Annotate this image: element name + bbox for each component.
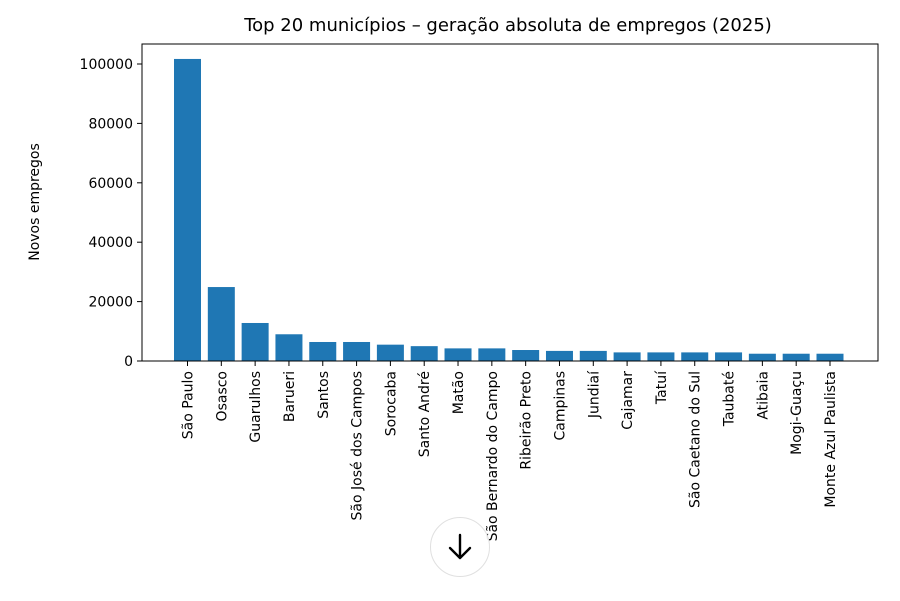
x-tick-label: Guarulhos: [248, 371, 264, 443]
y-tick-label: 20000: [88, 295, 133, 311]
x-tick-label: Matão: [451, 371, 467, 414]
bar: [478, 348, 506, 361]
y-axis-label: Novos empregos: [27, 143, 43, 261]
x-tick-label: São José dos Campos: [350, 371, 366, 520]
bar: [309, 341, 337, 361]
x-tick-label: Osasco: [214, 371, 230, 421]
bar: [715, 352, 743, 361]
x-tick-label: Santo André: [417, 371, 433, 457]
bar: [579, 350, 607, 361]
bar: [545, 350, 573, 361]
bar: [275, 334, 303, 361]
x-tick-label: Mogi-Guaçu: [789, 371, 805, 455]
y-tick-label: 0: [124, 354, 133, 370]
bar: [241, 322, 269, 361]
bar: [647, 352, 675, 361]
bar: [410, 346, 438, 361]
bar: [512, 350, 540, 361]
x-tick-label: Jundiaí: [586, 370, 602, 419]
x-tick-label: São Bernardo do Campo: [485, 371, 501, 541]
x-tick-label: Campinas: [552, 371, 568, 441]
bar: [376, 344, 404, 361]
x-tick-label: Sorocaba: [383, 371, 399, 436]
scroll-down-button[interactable]: [430, 517, 490, 577]
x-tick-label: São Caetano do Sul: [688, 371, 704, 508]
y-tick-label: 100000: [80, 57, 133, 73]
bar: [816, 353, 844, 361]
bar: [748, 353, 776, 361]
bar: [681, 352, 709, 361]
arrow-down-icon: [448, 533, 472, 560]
bar: [174, 58, 201, 362]
bar: [444, 348, 472, 361]
plot-frame: [141, 43, 879, 362]
x-tick-label: Santos: [316, 371, 332, 419]
x-tick-label: Cajamar: [620, 371, 636, 430]
bar: [782, 353, 810, 361]
x-tick-label: Atibaia: [755, 371, 771, 420]
y-tick-label: 60000: [88, 176, 133, 192]
chart-title: Top 20 municípios – geração absoluta de …: [243, 15, 772, 36]
bar: [613, 352, 641, 361]
y-tick-label: 40000: [88, 235, 133, 251]
x-tick-label: Taubaté: [722, 371, 738, 427]
x-tick-label: Barueri: [282, 371, 298, 422]
x-tick-label: São Paulo: [181, 371, 197, 439]
bar: [207, 287, 235, 361]
bar: [343, 341, 371, 361]
y-tick-label: 80000: [88, 116, 133, 132]
x-tick-label: Tatuí: [654, 370, 670, 405]
x-tick-label: Monte Azul Paulista: [823, 371, 839, 508]
x-tick-label: Ribeirão Preto: [519, 371, 535, 470]
